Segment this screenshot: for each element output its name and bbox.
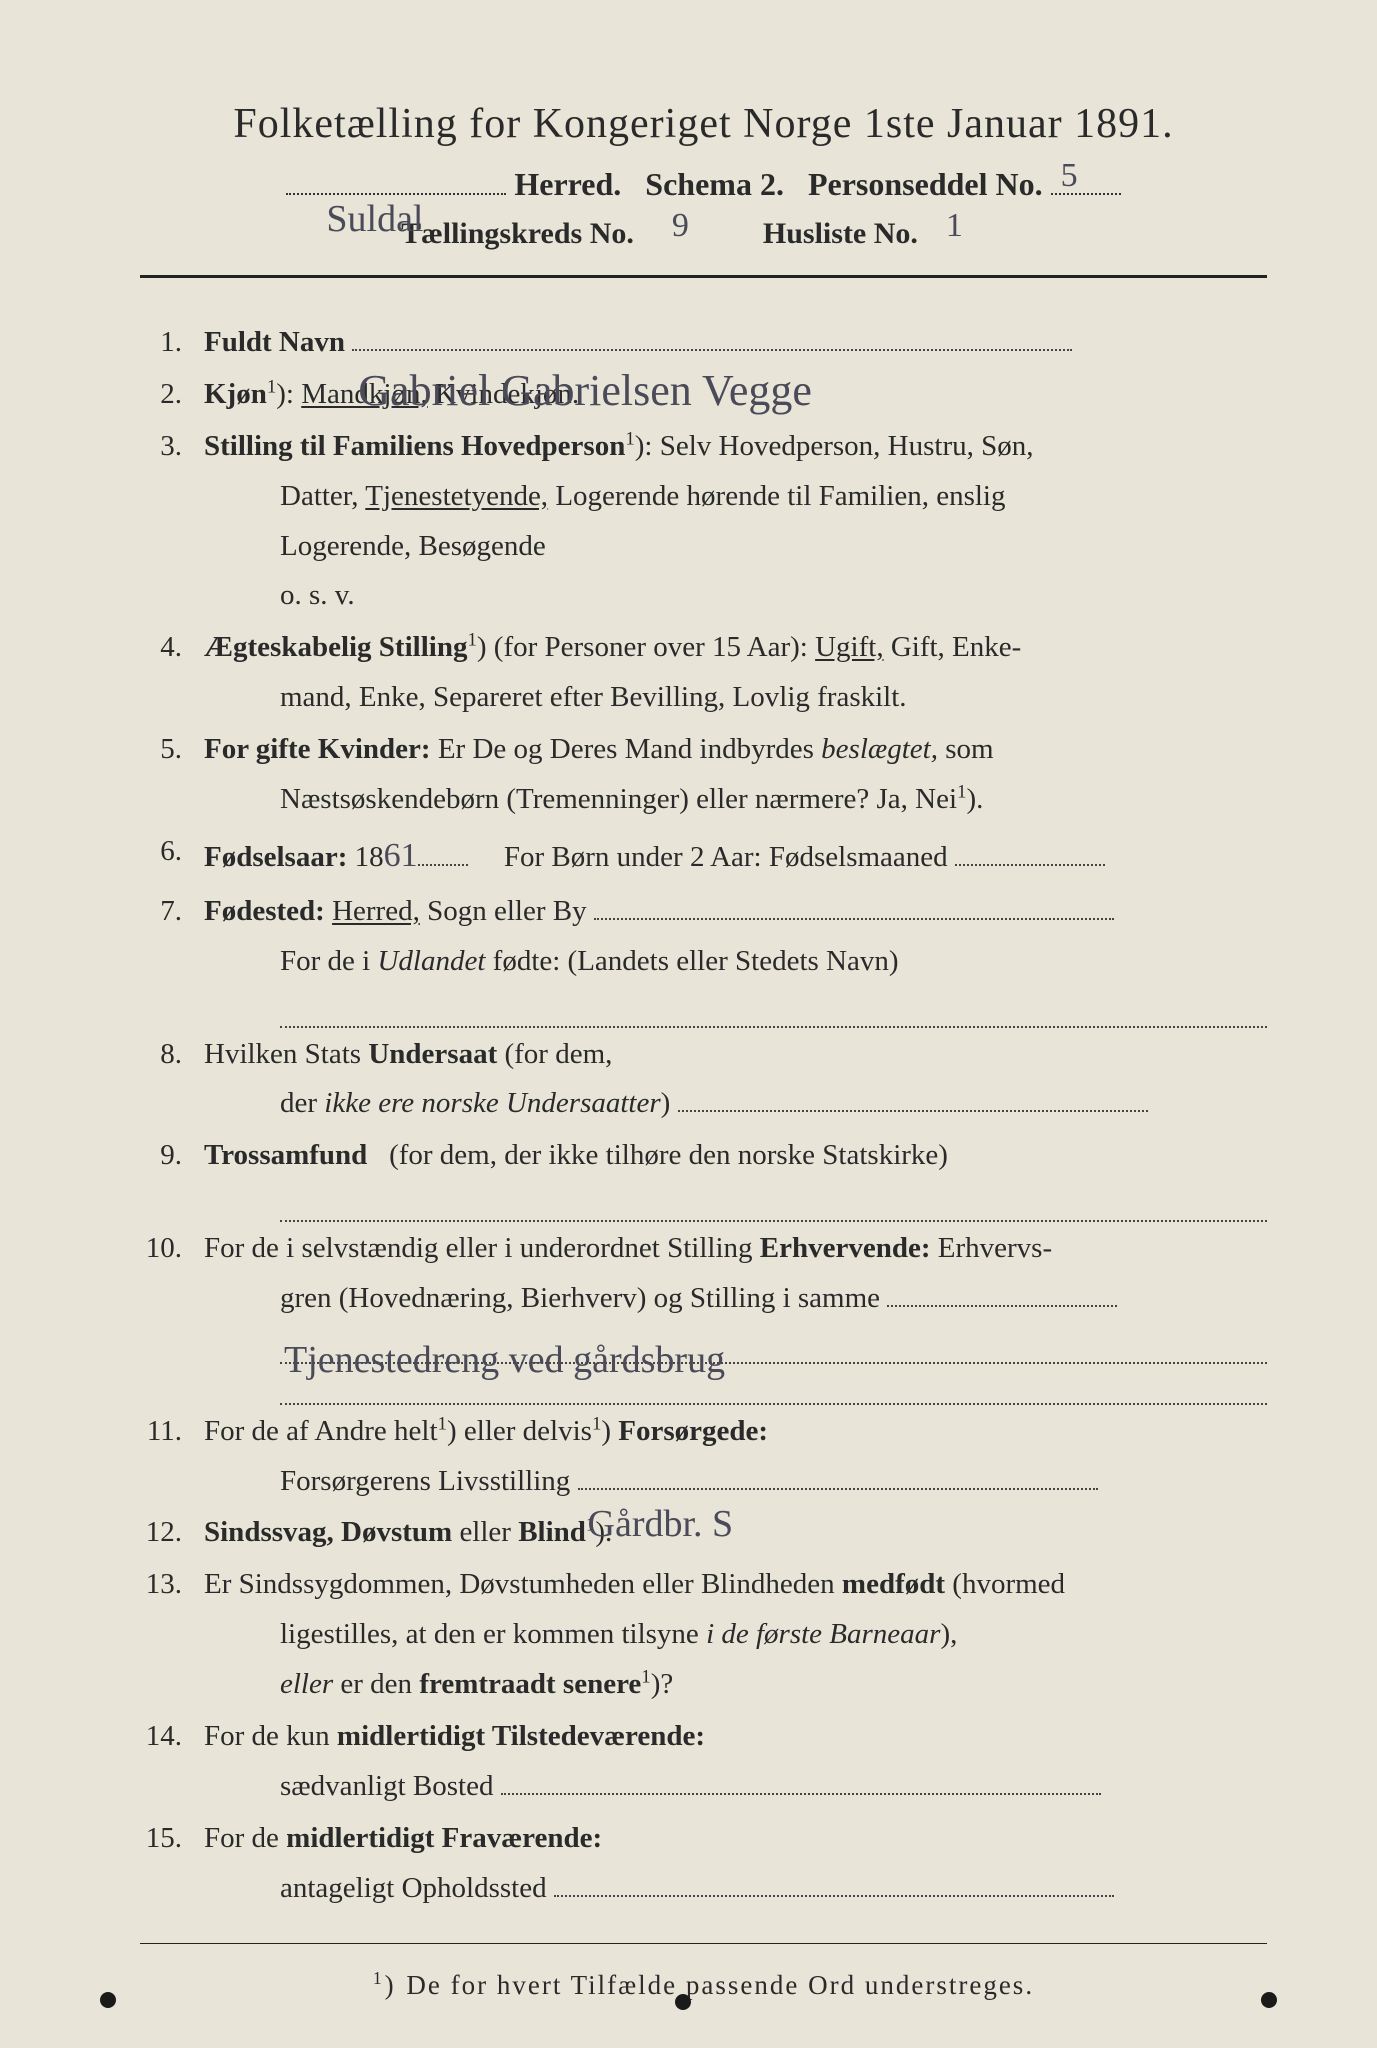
question-13: 13. Er Sindssygdommen, Døvstumheden elle… [140,1560,1267,1710]
q7-blank-2 [280,987,1267,1028]
q3-selected: Tjenestetyende, [365,480,548,512]
question-5: 5. For gifte Kvinder: Er De og Deres Man… [140,725,1267,825]
q15-blank [554,1895,1114,1897]
q10-num: 10. [140,1224,204,1274]
q4-selected: Ugift, [815,631,883,663]
taellingskreds-label: Tællingskreds No. [401,217,634,251]
question-15: 15. For de midlertidigt Fraværende: anta… [140,1814,1267,1914]
q11-blank: Gårdbr. S [578,1488,1098,1490]
page-title: Folketælling for Kongeriget Norge 1ste J… [140,100,1267,148]
q6-num: 6. [140,827,204,877]
q9-num: 9. [140,1131,204,1181]
q7-blank [594,918,1114,920]
question-3: 3. Stilling til Familiens Hovedperson1):… [140,422,1267,622]
husliste-label: Husliste No. [763,217,918,251]
q9-label: Trossamfund [204,1139,367,1171]
question-7: 7. Fødested: Herred, Sogn eller By For d… [140,887,1267,1027]
divider-bottom [140,1943,1267,1944]
header-row-1: Suldal Herred. Schema 2. Personseddel No… [140,166,1267,203]
divider-top [140,275,1267,278]
q7-label: Fødested: [204,895,325,927]
taellingskreds-value: 9 [672,207,689,245]
question-10: 10. For de i selvstændig eller i underor… [140,1224,1267,1405]
q2-label: Kjøn [204,378,267,410]
personseddel-value: 5 [1061,157,1078,195]
herred-label: Herred. [514,166,621,203]
q10-blank-1: Tjenestedreng ved gårdsbrug [280,1324,1267,1365]
q6-label: Fødselsaar: [204,841,347,873]
q8-num: 8. [140,1030,204,1080]
q8-blank [678,1110,1148,1112]
personseddel-label: Personseddel No. [808,166,1043,203]
q7-num: 7. [140,887,204,937]
q6-year-value: 61 [384,837,418,874]
q7-selected: Herred, [332,895,420,927]
q1-label: Fuldt Navn [204,326,345,358]
punch-hole-icon [1261,1992,1277,2008]
question-8: 8. Hvilken Stats Undersaat (for dem, der… [140,1030,1267,1130]
punch-hole-icon [100,1992,116,2008]
q5-label: For gifte Kvinder: [204,733,431,765]
q1-num: 1. [140,318,204,368]
q9-blank [280,1181,1267,1222]
q4-num: 4. [140,623,204,673]
q3-label: Stilling til Familiens Hovedperson [204,430,625,462]
punch-hole-icon [675,1994,691,2010]
q11-num: 11. [140,1407,204,1457]
footnote: 1) De for hvert Tilfælde passende Ord un… [140,1968,1267,2001]
q3-num: 3. [140,422,204,472]
q14-blank [501,1793,1101,1795]
q4-label: Ægteskabelig Stilling [204,631,467,663]
question-14: 14. For de kun midlertidigt Tilstedevære… [140,1712,1267,1812]
schema-label: Schema 2. [645,166,784,203]
question-9: 9. Trossamfund (for dem, der ikke tilhør… [140,1131,1267,1221]
q1-blank: Gabriel Gabrielsen Vegge [352,349,1072,351]
q12-num: 12. [140,1508,204,1558]
question-4: 4. Ægteskabelig Stilling1) (for Personer… [140,623,1267,723]
footnote-text: De for hvert Tilfælde passende Ord under… [406,1970,1034,2000]
q5-num: 5. [140,725,204,775]
husliste-value: 1 [946,207,963,245]
personseddel-blank: 5 [1051,193,1121,195]
herred-blank: Suldal [286,193,506,195]
q2-num: 2. [140,370,204,420]
q14-num: 14. [140,1712,204,1762]
q13-num: 13. [140,1560,204,1610]
question-6: 6. Fødselsaar: 1861 For Børn under 2 Aar… [140,827,1267,885]
header-row-2: Tællingskreds No. 9 Husliste No. 1 [140,217,1267,251]
q12-label: Sindssvag, Døvstum [204,1516,452,1548]
q6-month-blank [955,864,1105,866]
census-form-page: Folketælling for Kongeriget Norge 1ste J… [0,0,1377,2048]
q15-num: 15. [140,1814,204,1864]
question-11: 11. For de af Andre helt1) eller delvis1… [140,1407,1267,1507]
question-1: 1. Fuldt Navn Gabriel Gabrielsen Vegge [140,318,1267,368]
q10-value: Tjenestedreng ved gårdsbrug [284,1328,725,1365]
